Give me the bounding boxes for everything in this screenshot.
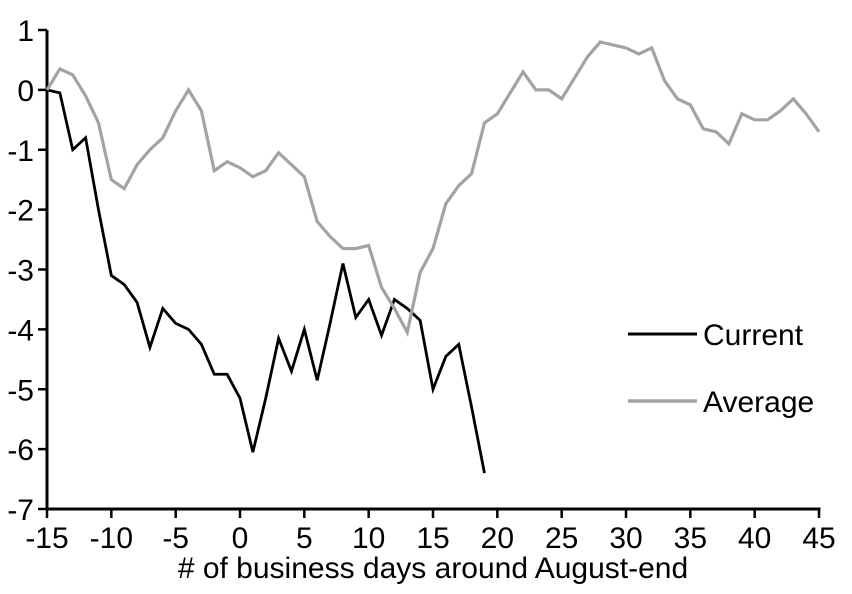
legend-label-average: Average xyxy=(703,386,814,419)
x-tick-label: -5 xyxy=(162,522,189,555)
x-tick-label: -10 xyxy=(90,522,133,555)
x-tick-label: -15 xyxy=(25,522,68,555)
x-tick-label: 5 xyxy=(296,522,313,555)
axes: 10-1-2-3-4-5-6-7-15 -10 -5 0 5 10 15 20 25 30 35 40… xyxy=(7,15,835,555)
x-tick-label: 15 xyxy=(416,522,449,555)
y-tick-label: -3 xyxy=(7,255,34,288)
y-tick-label: -4 xyxy=(7,314,34,347)
x-tick-label: 25 xyxy=(545,522,578,555)
x-tick-label: 0 xyxy=(232,522,249,555)
y-tick-label: 1 xyxy=(17,15,34,48)
y-tick-label: -5 xyxy=(7,374,34,407)
x-axis-title: # of business days around August-end xyxy=(178,552,688,585)
x-tick-label: 30 xyxy=(609,522,642,555)
x-tick-label: 10 xyxy=(352,522,385,555)
x-tick-label: 20 xyxy=(481,522,514,555)
series-line-average xyxy=(45,40,821,337)
y-tick-label: 0 xyxy=(17,75,34,108)
x-tick-label: 40 xyxy=(738,522,771,555)
y-tick-label: -7 xyxy=(7,494,34,527)
series-lines xyxy=(45,40,821,474)
x-tick-label: 35 xyxy=(674,522,707,555)
legend: Current Average xyxy=(628,319,814,419)
x-tick-label: 45 xyxy=(802,522,835,555)
y-tick-label: -2 xyxy=(7,195,34,228)
y-tick-label: -1 xyxy=(7,135,34,168)
y-tick-label: -6 xyxy=(7,434,34,467)
legend-label-current: Current xyxy=(703,319,804,352)
